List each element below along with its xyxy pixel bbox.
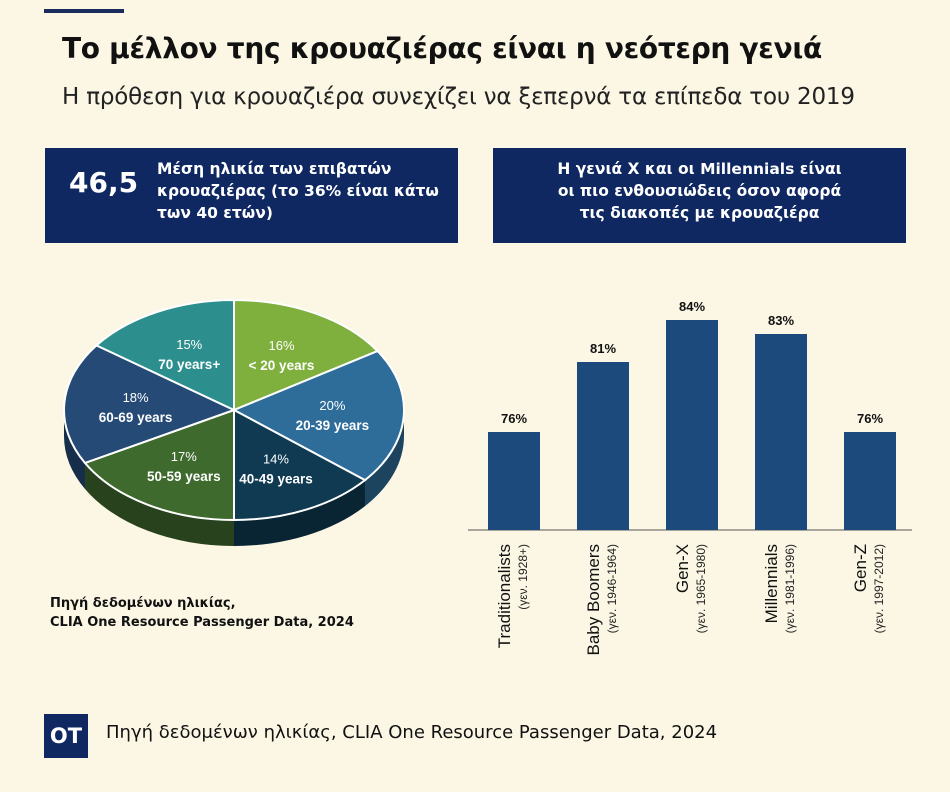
- bar-category-group: Baby Boomers (γεν. 1946-1964): [584, 544, 619, 656]
- pie-category-label: 40-49 years: [239, 472, 313, 487]
- pie-slice: [231, 349, 405, 482]
- average-age-number: 46,5: [69, 166, 139, 199]
- generations-text-line: Η γενιά Χ και οι Millennials είναι: [557, 160, 842, 178]
- bar-value-label: 76%: [501, 411, 527, 426]
- bar-category-sublabel: (γεν. 1965-1980): [694, 544, 708, 633]
- bar-category-group: Gen-X (γεν. 1965-1980): [673, 544, 708, 633]
- footer-source: Πηγή δεδομένων ηλικίας, CLIA One Resourc…: [106, 722, 718, 743]
- average-age-text: Μέση ηλικία των επιβατών κρουαζιέρας (το…: [157, 160, 439, 222]
- bar: [666, 320, 718, 530]
- pie-percent-label: 18%: [123, 390, 149, 405]
- average-age-box: 46,5 Μέση ηλικία των επιβατών κρουαζιέρα…: [45, 148, 458, 243]
- pie-slice: [233, 298, 380, 412]
- generation-bar-chart: 76% Traditionalists (γεν. 1928+) 81% Baby Bo…: [468, 299, 912, 656]
- pie-percent-label: 20%: [319, 398, 345, 413]
- pie-source-line: CLIA One Resource Passenger Data, 2024: [50, 615, 354, 630]
- top-accent-rule: [44, 9, 124, 13]
- pie-slice-side: [364, 410, 404, 507]
- pie-percent-label: 16%: [268, 338, 294, 353]
- generations-box: Η γενιά Χ και οι Millennials είναι οι πι…: [493, 148, 906, 243]
- bar-category-group: Millennials (γεν. 1981-1996): [762, 544, 797, 633]
- pie-category-label: 70 years+: [158, 357, 220, 372]
- bar-category-sublabel: (γεν. 1928+): [516, 544, 530, 610]
- pie-percent-label: 15%: [176, 337, 202, 352]
- pie-category-label: < 20 years: [249, 358, 315, 373]
- pie-category-label: 50-59 years: [147, 469, 221, 484]
- bar-value-label: 83%: [768, 313, 794, 328]
- pie-source-line: Πηγή δεδομένων ηλικίας,: [50, 596, 236, 611]
- pie-category-label: 20-39 years: [296, 418, 370, 433]
- bar: [488, 432, 540, 530]
- bar-category-label: Gen-X: [673, 544, 692, 593]
- bar-category-sublabel: (γεν. 1946-1964): [605, 544, 619, 633]
- pie-slice: [63, 344, 237, 465]
- bar-category-label: Traditionalists: [495, 544, 514, 648]
- age-pie-chart: 16% < 20 years 20% 20-39 years 14% 40-49 year…: [63, 298, 405, 546]
- bar-category-label: Baby Boomers: [584, 544, 603, 656]
- pie-percent-label: 14%: [263, 452, 289, 467]
- bar-category-label: Gen-Z: [851, 544, 870, 592]
- pie-percent-label: 17%: [171, 449, 197, 464]
- pie-slice: [94, 298, 235, 412]
- generations-text-line: οι πιο ενθουσιώδεις όσον αφορά: [557, 182, 842, 200]
- pie-slice: [83, 408, 235, 522]
- pie-category-label: 60-69 years: [99, 410, 173, 425]
- bar-value-label: 84%: [679, 299, 705, 314]
- bar: [844, 432, 896, 530]
- ot-logo: OT: [44, 714, 88, 758]
- pie-slice-side: [234, 480, 365, 546]
- pie-slice-side: [85, 462, 234, 546]
- bar-value-label: 81%: [590, 341, 616, 356]
- bar-category-group: Traditionalists (γεν. 1928+): [495, 544, 530, 648]
- generations-text-line: τις διακοπές με κρουαζιέρα: [579, 204, 820, 222]
- page-title: Το μέλλον της κρουαζιέρας είναι η νεότερ…: [62, 32, 822, 65]
- bar: [577, 362, 629, 530]
- bar-category-label: Millennials: [762, 544, 781, 623]
- pie-slice: [233, 408, 367, 522]
- generations-text: Η γενιά Χ και οι Millennials είναι οι πι…: [493, 158, 906, 224]
- pie-source-note: Πηγή δεδομένων ηλικίας, CLIA One Resourc…: [50, 594, 410, 632]
- page-subtitle: Η πρόθεση για κρουαζιέρα συνεχίζει να ξε…: [62, 84, 855, 110]
- bar-category-group: Gen-Z (γεν. 1997-2012): [851, 544, 886, 633]
- bar-category-sublabel: (γεν. 1997-2012): [872, 544, 886, 633]
- bar: [755, 334, 807, 530]
- bar-value-label: 76%: [857, 411, 883, 426]
- bar-category-sublabel: (γεν. 1981-1996): [783, 544, 797, 633]
